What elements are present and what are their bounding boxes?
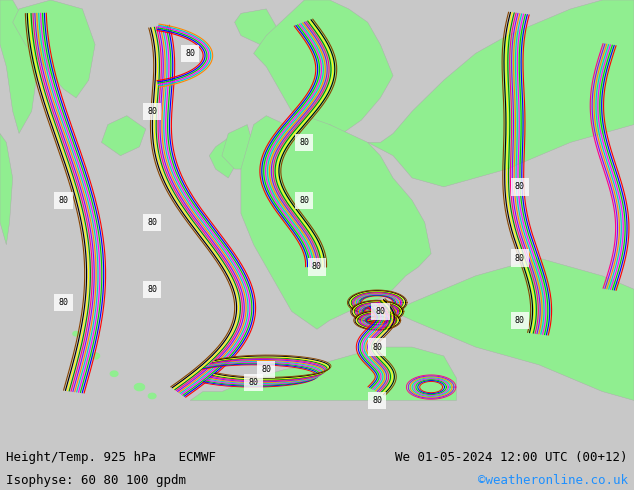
Polygon shape <box>209 133 241 178</box>
Polygon shape <box>134 384 145 391</box>
Text: We 01-05-2024 12:00 UTC (00+12): We 01-05-2024 12:00 UTC (00+12) <box>395 451 628 464</box>
Polygon shape <box>241 116 431 329</box>
Polygon shape <box>254 0 393 133</box>
Text: 80: 80 <box>147 218 157 227</box>
Polygon shape <box>110 371 118 376</box>
Text: Height/Temp. 925 hPa   ECMWF: Height/Temp. 925 hPa ECMWF <box>6 451 216 464</box>
Polygon shape <box>190 347 456 400</box>
Text: 80: 80 <box>185 49 195 58</box>
Text: 80: 80 <box>147 107 157 116</box>
Text: ©weatheronline.co.uk: ©weatheronline.co.uk <box>477 473 628 487</box>
Text: 80: 80 <box>299 138 309 147</box>
Polygon shape <box>235 9 279 45</box>
Polygon shape <box>91 353 100 359</box>
Text: 80: 80 <box>147 285 157 294</box>
Polygon shape <box>0 0 38 133</box>
Text: 80: 80 <box>515 253 525 263</box>
Polygon shape <box>101 116 146 156</box>
Polygon shape <box>393 258 634 400</box>
Polygon shape <box>222 124 254 169</box>
Polygon shape <box>0 133 13 245</box>
Polygon shape <box>13 0 95 98</box>
Text: Isophyse: 60 80 100 gpdm: Isophyse: 60 80 100 gpdm <box>6 473 186 487</box>
Text: 80: 80 <box>299 196 309 205</box>
Text: 80: 80 <box>249 378 259 387</box>
Polygon shape <box>148 393 156 399</box>
Text: 80: 80 <box>515 182 525 192</box>
Text: 80: 80 <box>515 316 525 325</box>
Text: 80: 80 <box>372 343 382 351</box>
Text: 80: 80 <box>375 307 385 316</box>
Text: 80: 80 <box>372 396 382 405</box>
Text: 80: 80 <box>58 196 68 205</box>
Text: 80: 80 <box>312 263 322 271</box>
Text: 80: 80 <box>58 298 68 307</box>
Polygon shape <box>368 0 634 187</box>
Text: 80: 80 <box>261 365 271 374</box>
Polygon shape <box>73 331 79 336</box>
